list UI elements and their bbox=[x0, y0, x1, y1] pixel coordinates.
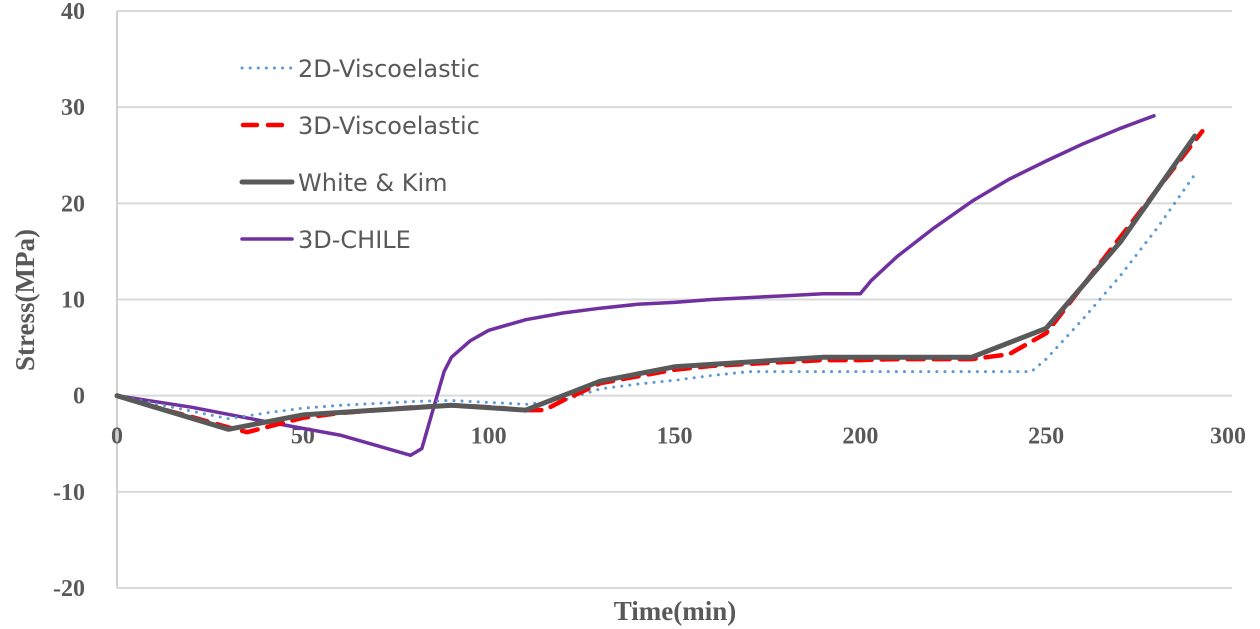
series-lines bbox=[114, 114, 1205, 458]
series-line-3d-viscoelastic bbox=[114, 128, 1205, 435]
y-tick-label: 0 bbox=[73, 384, 85, 410]
x-tick-label: 300 bbox=[1210, 424, 1246, 450]
x-tick-label: 250 bbox=[1028, 424, 1064, 450]
y-tick-labels: 40 30 20 10 0 -10 -20 bbox=[53, 0, 85, 602]
y-axis-title: Stress(MPa) bbox=[10, 229, 40, 371]
x-tick-labels: 0 50 100 150 200 250 300 bbox=[111, 424, 1246, 450]
series-line-3d-chile bbox=[115, 114, 1156, 458]
legend-label: 2D-Viscoelastic bbox=[298, 55, 480, 83]
x-tick-label: 0 bbox=[111, 424, 123, 450]
y-tick-label: 30 bbox=[61, 95, 85, 121]
legend-label: White & Kim bbox=[298, 169, 448, 197]
x-tick-label: 200 bbox=[842, 424, 878, 450]
series-line-2d-viscoelastic bbox=[115, 173, 1197, 421]
x-axis-title: Time(min) bbox=[614, 596, 737, 626]
series-line-white-kim bbox=[114, 133, 1198, 432]
y-tick-label: -20 bbox=[53, 576, 85, 602]
gridlines bbox=[117, 10, 1232, 589]
y-tick-label: 20 bbox=[61, 191, 85, 217]
y-tick-label: 10 bbox=[61, 288, 85, 314]
y-tick-label: 40 bbox=[61, 0, 85, 25]
legend-label: 3D-CHILE bbox=[298, 226, 411, 254]
legend-label: 3D-Viscoelastic bbox=[298, 112, 480, 140]
x-tick-label: 150 bbox=[657, 424, 693, 450]
x-tick-label: 100 bbox=[471, 424, 507, 450]
legend: 2D-Viscoelastic 3D-Viscoelastic White & Ki… bbox=[239, 55, 480, 254]
y-tick-label: -10 bbox=[53, 480, 85, 506]
